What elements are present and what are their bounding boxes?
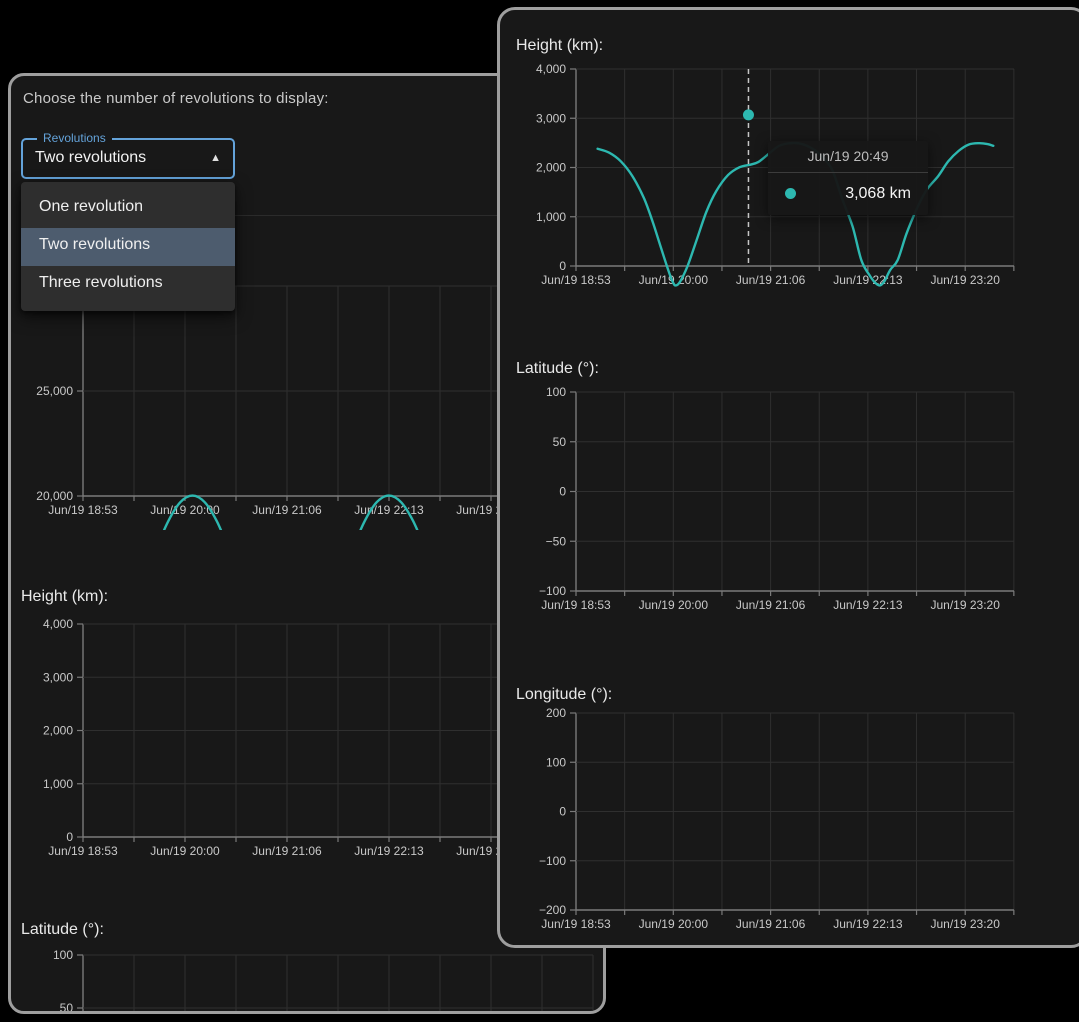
section-divider [21,215,599,216]
svg-text:1,000: 1,000 [43,777,73,791]
select-label: Revolutions [37,131,112,145]
svg-text:2,000: 2,000 [43,724,73,738]
menu-item-one-revolution[interactable]: One revolution [39,198,144,215]
svg-text:−200: −200 [539,903,566,917]
series-dot-icon [785,188,796,199]
svg-text:Jun/19 20:00: Jun/19 20:00 [150,503,220,517]
svg-text:0: 0 [559,259,566,273]
svg-text:Jun/19 22:13: Jun/19 22:13 [354,844,424,858]
svg-text:2,000: 2,000 [536,161,566,175]
svg-text:0: 0 [559,805,566,819]
svg-text:Jun/19 18:53: Jun/19 18:53 [541,273,611,287]
svg-text:200: 200 [546,706,566,720]
intro-text: Choose the number of revolutions to disp… [23,90,329,107]
svg-text:100: 100 [546,755,566,769]
left-height-chart-title: Height (km): [21,588,109,605]
svg-text:3,000: 3,000 [43,670,73,684]
right-latitude-chart-title: Latitude (°): [516,360,599,377]
hover-tooltip: Jun/19 20:49 3,068 km [768,141,928,215]
caret-up-icon: ▲ [210,152,221,164]
svg-text:−100: −100 [539,584,566,598]
tooltip-time: Jun/19 20:49 [768,141,928,173]
svg-text:Jun/19 21:06: Jun/19 21:06 [736,273,806,287]
svg-text:4,000: 4,000 [536,62,566,76]
left-latitude-chart-title: Latitude (°): [21,921,104,938]
svg-text:Jun/19 23:20: Jun/19 23:20 [930,273,1000,287]
svg-text:1,000: 1,000 [536,210,566,224]
menu-item-three-revolutions[interactable]: Three revolutions [39,274,163,291]
right-longitude-chart-canvas[interactable]: 200 100 0 −100 −200 Jun/19 18:53 Jun/19 20:00 J… [510,701,1022,944]
svg-text:Jun/19 22:13: Jun/19 22:13 [354,503,424,517]
svg-text:Jun/19 23:20: Jun/19 23:20 [930,598,1000,612]
svg-text:−100: −100 [539,854,566,868]
svg-text:Jun/19 22:13: Jun/19 22:13 [833,917,903,931]
right-height-chart-title: Height (km): [516,37,604,54]
svg-text:0: 0 [559,485,566,499]
select-value: Two revolutions [35,149,147,166]
svg-text:Jun/19 21:06: Jun/19 21:06 [736,917,806,931]
svg-text:Jun/19 20:00: Jun/19 20:00 [639,598,709,612]
revolutions-select[interactable]: Revolutions Two revolutions ▲ [21,131,235,179]
svg-text:Jun/19 23:20: Jun/19 23:20 [930,917,1000,931]
svg-text:3,000: 3,000 [536,111,566,125]
svg-text:Jun/19 21:06: Jun/19 21:06 [252,503,322,517]
svg-text:Jun/19 22:13: Jun/19 22:13 [833,273,903,287]
svg-text:100: 100 [546,385,566,399]
svg-text:Jun/19 18:53: Jun/19 18:53 [541,917,611,931]
right-height-chart-canvas[interactable]: 4,000 3,000 2,000 1,000 0 Jun/19 18:53 Jun/19 … [510,57,1022,300]
svg-text:Jun/19 18:53: Jun/19 18:53 [48,503,118,517]
right-longitude-chart-title: Longitude (°): [516,686,613,703]
svg-text:4,000: 4,000 [43,617,73,631]
svg-text:Jun/19 22:13: Jun/19 22:13 [833,598,903,612]
svg-text:50: 50 [553,435,567,449]
menu-item-two-revolutions[interactable]: Two revolutions [21,228,235,266]
svg-text:−50: −50 [546,534,567,548]
svg-text:Jun/19 21:06: Jun/19 21:06 [252,844,322,858]
tooltip-value: 3,068 km [845,184,911,202]
right-latitude-chart-canvas[interactable]: 100 50 0 −50 −100 Jun/19 18:53 Jun/19 20:00 Jun… [510,380,1022,625]
svg-text:0: 0 [66,830,73,844]
orbit-charts-panel: Height (km): 4,000 3,000 2,000 1,000 0 Jun/19… [497,7,1079,948]
revolutions-menu: One revolution Two revolutions Three rev… [21,182,235,311]
svg-text:100: 100 [53,948,73,962]
svg-text:Jun/19 18:53: Jun/19 18:53 [48,844,118,858]
svg-text:Jun/19 21:06: Jun/19 21:06 [736,598,806,612]
svg-text:50: 50 [60,1001,74,1014]
svg-text:Jun/19 20:00: Jun/19 20:00 [639,273,709,287]
svg-text:Jun/19 18:53: Jun/19 18:53 [541,598,611,612]
svg-text:20,000: 20,000 [36,489,73,503]
svg-text:Jun/19 20:00: Jun/19 20:00 [639,917,709,931]
svg-text:25,000: 25,000 [36,384,73,398]
svg-text:Jun/19 20:00: Jun/19 20:00 [150,844,220,858]
